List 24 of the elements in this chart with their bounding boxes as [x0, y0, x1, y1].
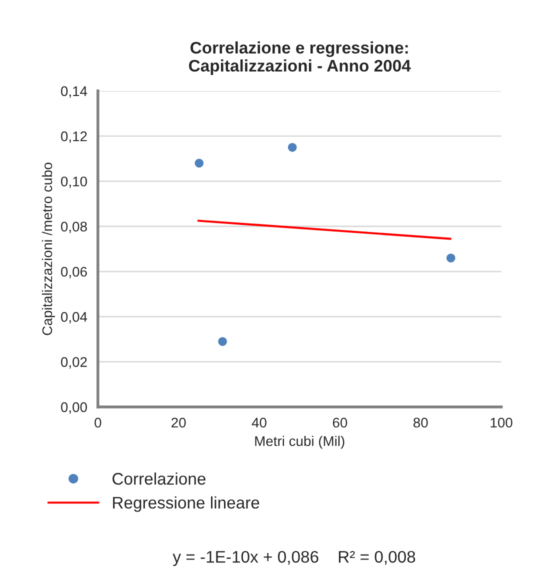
- x-tick-label: 60: [332, 418, 348, 428]
- y-tick-label: 0,08: [61, 222, 87, 234]
- legend-label: Correlazione: [112, 472, 206, 485]
- point: [446, 254, 456, 262]
- x-tick-label: 20: [172, 418, 186, 428]
- text: y = -1E-10x + 0,086 R² = 0,008: [172, 550, 416, 566]
- legend-label: Regressione lineare: [113, 496, 260, 512]
- x-axis-title: Metri cubi (Mil): [255, 436, 344, 449]
- y-tick-label: 0,04: [61, 312, 88, 324]
- chart-title: Correlazione e regressione: Capitalizzazioni - Anno 2004: [189, 41, 411, 75]
- point: [194, 158, 204, 168]
- y-axis-title: Capitalizzazioni /metro cubo: [42, 162, 55, 336]
- point: [288, 142, 297, 152]
- y-tick-label: 0,02: [61, 357, 87, 369]
- x-tick-label: 80: [413, 418, 428, 428]
- y-tick-label: 0,00: [61, 402, 87, 414]
- y-tick-label: 0,06: [61, 266, 87, 278]
- point: [218, 337, 227, 346]
- x-tick-label: 100: [490, 418, 512, 428]
- x-tick-label: 0: [94, 418, 102, 428]
- y-tick-label: 0,10: [61, 176, 87, 188]
- y-tick-label: 0,14: [61, 86, 88, 98]
- x-tick-label: 40: [252, 418, 266, 428]
- y-tick-label: 0,12: [61, 131, 87, 143]
